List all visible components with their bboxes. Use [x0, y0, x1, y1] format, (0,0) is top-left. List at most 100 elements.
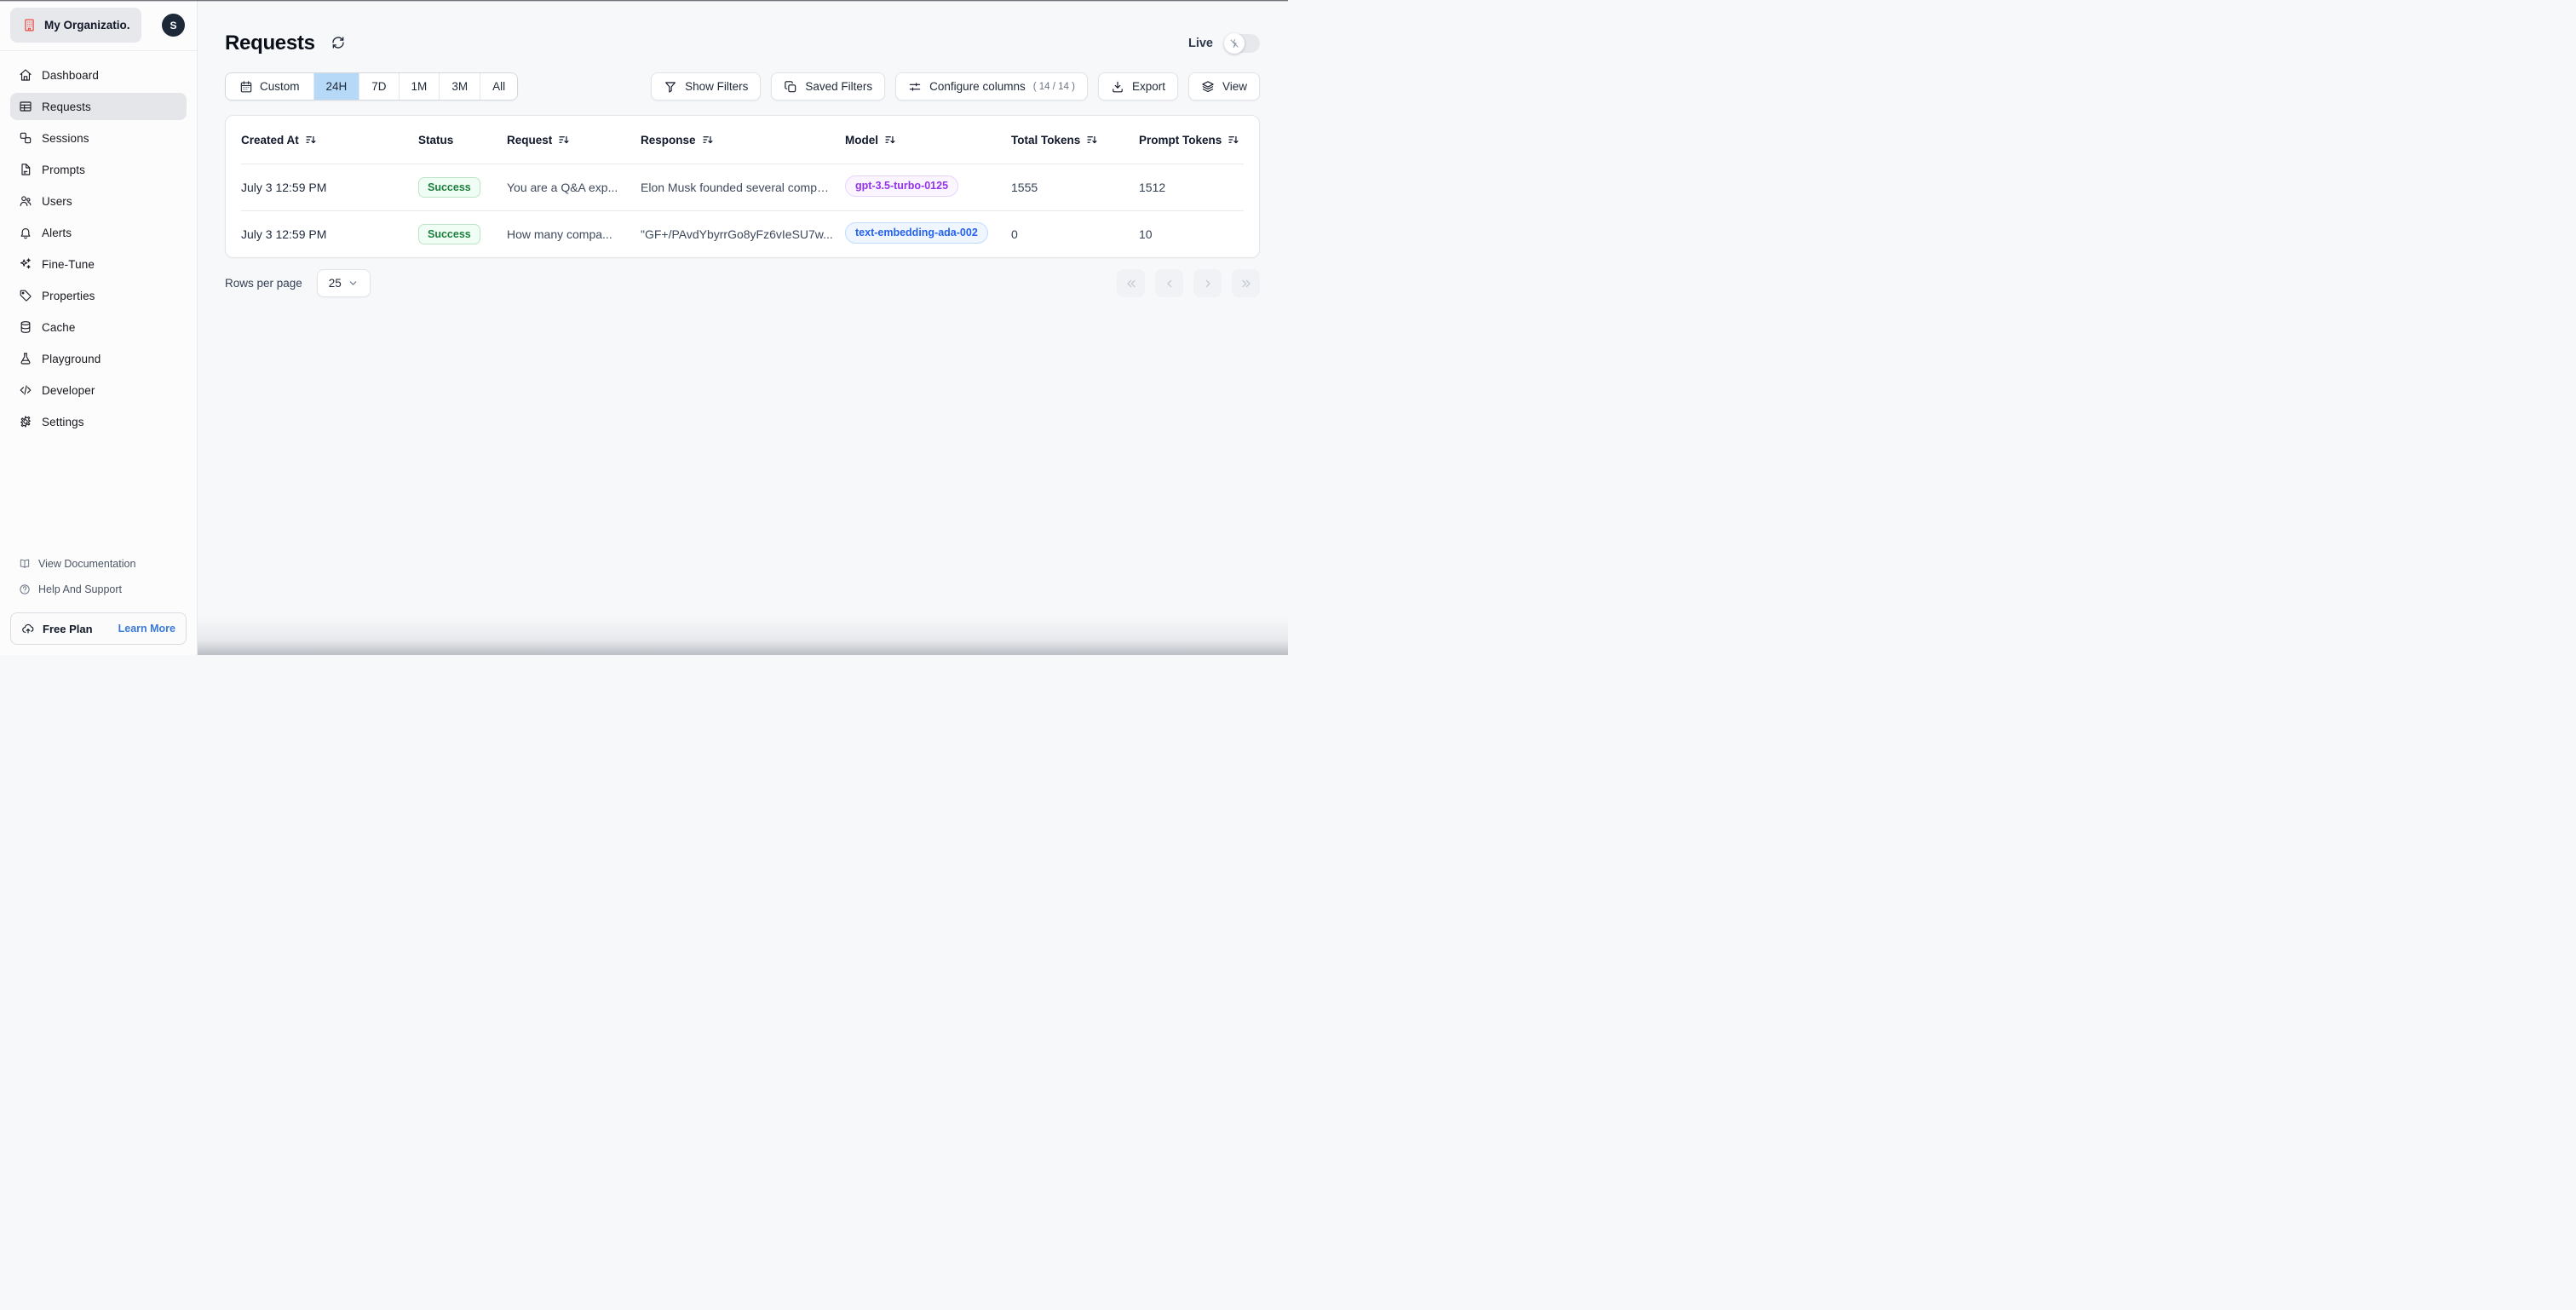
action-label: Show Filters [685, 80, 749, 93]
sidebar-item-cache[interactable]: Cache [10, 313, 187, 341]
cell-request: You are a Q&A exp... [507, 181, 618, 194]
cell-prompt-tokens: 1512 [1139, 181, 1166, 194]
sidebar-item-settings[interactable]: Settings [10, 408, 187, 435]
footer-link-help-and-support[interactable]: Help And Support [10, 577, 187, 600]
sidebar-item-requests[interactable]: Requests [10, 93, 187, 120]
sidebar-item-label: Requests [42, 100, 91, 113]
view-button[interactable]: View [1187, 72, 1260, 101]
export-button[interactable]: Export [1097, 72, 1178, 101]
sort-icon[interactable] [884, 134, 896, 146]
help-icon [19, 583, 31, 595]
sidebar-item-sessions[interactable]: Sessions [10, 124, 187, 152]
sidebar-footer: View Documentation Help And Support Free … [0, 552, 197, 655]
sidebar-item-label: Developer [42, 383, 95, 397]
sort-icon[interactable] [1228, 134, 1239, 146]
rows-per-page-value: 25 [328, 277, 342, 290]
layers-icon [1201, 80, 1215, 94]
next-page-button[interactable] [1193, 269, 1222, 297]
time-range-label: All [492, 80, 506, 93]
sort-icon[interactable] [702, 134, 714, 146]
sidebar-footer-links: View Documentation Help And Support [10, 552, 187, 600]
first-page-button[interactable] [1117, 269, 1145, 297]
sidebar-item-dashboard[interactable]: Dashboard [10, 61, 187, 89]
sort-icon[interactable] [1086, 134, 1098, 146]
funnel-icon [664, 80, 677, 94]
action-label: Configure columns [929, 80, 1026, 93]
column-header-response[interactable]: Response [641, 134, 845, 147]
saved-filters-button[interactable]: Saved Filters [771, 72, 886, 101]
file-icon [19, 163, 32, 176]
plan-card[interactable]: Free Plan Learn More [10, 612, 187, 645]
plan-label: Free Plan [43, 622, 93, 635]
refresh-icon [331, 36, 345, 49]
page-title: Requests [225, 32, 315, 55]
cell-status: Success [418, 223, 507, 245]
zap-off-icon [1229, 38, 1239, 49]
column-header-request[interactable]: Request [507, 134, 641, 147]
live-label: Live [1187, 37, 1213, 50]
footer-link-view-documentation[interactable]: View Documentation [10, 552, 187, 575]
column-header-created-at[interactable]: Created At [241, 134, 418, 147]
time-range-7d[interactable]: 7D [359, 73, 399, 100]
sort-icon[interactable] [305, 134, 317, 146]
show-filters-button[interactable]: Show Filters [651, 72, 762, 101]
column-label: Prompt Tokens [1139, 133, 1222, 147]
footer-link-label: Help And Support [38, 583, 122, 595]
avatar[interactable]: S [162, 14, 185, 37]
copy-icon [784, 80, 797, 94]
column-header-prompt-tokens[interactable]: Prompt Tokens [1139, 134, 1244, 147]
column-label: Total Tokens [1011, 133, 1081, 147]
table-row[interactable]: July 3 12:59 PM Success You are a Q&A exp.… [241, 164, 1244, 210]
column-label: Model [845, 133, 878, 147]
sidebar-item-alerts[interactable]: Alerts [10, 219, 187, 246]
action-label: Export [1131, 80, 1165, 93]
sidebar-item-fine-tune[interactable]: Fine-Tune [10, 250, 187, 278]
column-header-model[interactable]: Model [845, 134, 1011, 147]
time-range-all[interactable]: All [480, 73, 518, 100]
main-content: Requests Live Custom 24H 7D 1M 3M All Show Fi… [198, 0, 1288, 655]
download-icon [1111, 80, 1124, 94]
table-row[interactable]: July 3 12:59 PM Success How many compa... "… [241, 210, 1244, 257]
status-badge: Success [418, 176, 480, 198]
time-range-label: 1M [411, 80, 428, 93]
time-range-24h[interactable]: 24H [313, 73, 359, 100]
sidebar-item-label: Fine-Tune [42, 257, 95, 271]
column-label: Created At [241, 133, 299, 147]
time-range-group: Custom 24H 7D 1M 3M All [225, 72, 519, 101]
prev-page-button[interactable] [1155, 269, 1183, 297]
time-range-label: 24H [325, 80, 348, 93]
last-page-button[interactable] [1232, 269, 1260, 297]
learn-more-link[interactable]: Learn More [118, 623, 175, 635]
building-icon [22, 18, 37, 32]
refresh-button[interactable] [330, 34, 347, 54]
time-range-custom[interactable]: Custom [226, 73, 313, 100]
configure-columns-button[interactable]: Configure columns ( 14 / 14 ) [895, 72, 1088, 101]
sidebar-item-label: Properties [42, 289, 95, 302]
sort-icon[interactable] [558, 134, 570, 146]
time-range-3m[interactable]: 3M [439, 73, 480, 100]
live-toggle-knob [1224, 33, 1245, 54]
org-switcher[interactable]: My Organizatio... [10, 8, 141, 43]
cell-model: gpt-3.5-turbo-0125 [845, 175, 1011, 198]
cell-request: How many compa... [507, 227, 612, 241]
time-range-1m[interactable]: 1M [398, 73, 440, 100]
chevrons-left-icon [1124, 277, 1138, 290]
sidebar-item-users[interactable]: Users [10, 187, 187, 215]
sidebar-item-developer[interactable]: Developer [10, 376, 187, 404]
sidebar-item-properties[interactable]: Properties [10, 282, 187, 309]
model-badge: gpt-3.5-turbo-0125 [845, 175, 959, 197]
column-header-total-tokens[interactable]: Total Tokens [1011, 134, 1139, 147]
code-icon [19, 383, 32, 397]
tag-icon [19, 289, 32, 302]
sidebar-item-playground[interactable]: Playground [10, 345, 187, 372]
sidebar-nav: Dashboard Requests Sessions Prompts Users Ale… [0, 51, 197, 552]
sidebar-item-label: Settings [42, 415, 84, 428]
gear-icon [19, 415, 32, 428]
sidebar-item-prompts[interactable]: Prompts [10, 156, 187, 183]
requests-table: Created At Status Request Response Model Tota… [225, 115, 1260, 258]
rows-per-page-select[interactable]: 25 [316, 269, 371, 297]
bell-icon [19, 226, 32, 239]
live-control: Live [1187, 33, 1260, 54]
rows-per-page-label: Rows per page [225, 277, 302, 290]
live-toggle[interactable] [1224, 33, 1260, 54]
